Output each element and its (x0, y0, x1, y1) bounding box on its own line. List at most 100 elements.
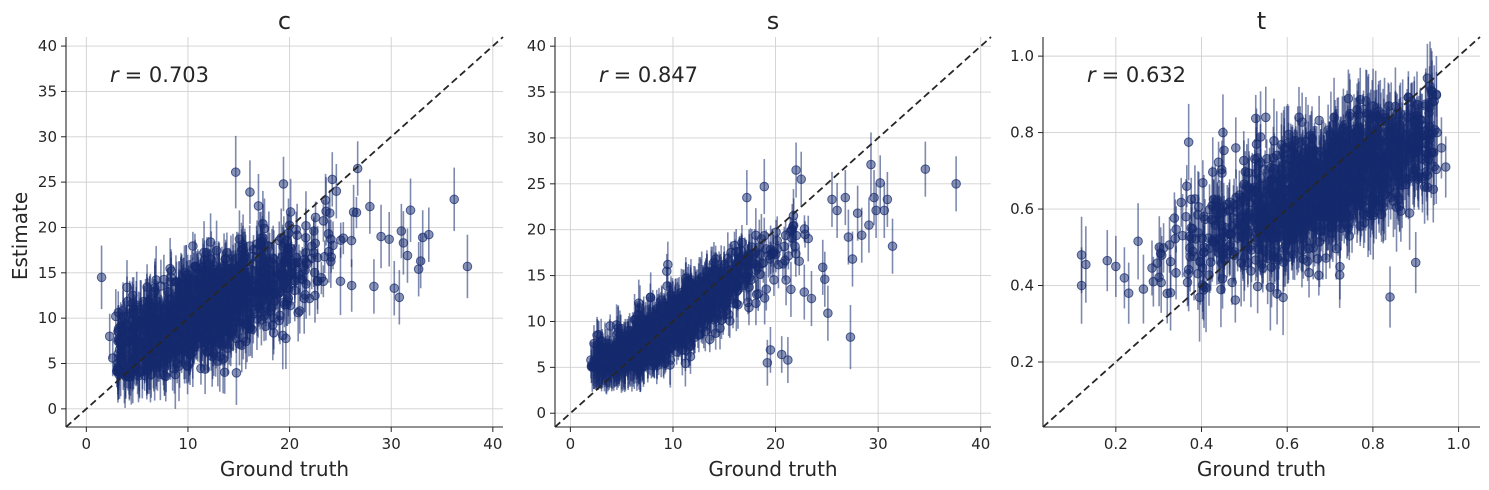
data-point (176, 337, 187, 347)
data-point (335, 276, 346, 287)
data-point (719, 260, 730, 271)
data-point (179, 281, 189, 291)
data-point (769, 275, 779, 285)
data-point (666, 300, 676, 310)
data-point (791, 165, 801, 175)
data-point (384, 234, 394, 245)
x-tick-label: 20 (280, 435, 299, 453)
data-point (376, 231, 386, 242)
data-point (827, 194, 837, 205)
data-point (279, 299, 290, 310)
data-point (131, 300, 142, 310)
data-point (887, 241, 898, 252)
data-point (751, 289, 762, 300)
data-point (177, 309, 188, 319)
data-point (251, 267, 261, 277)
data-point (725, 290, 735, 301)
data-point (163, 286, 173, 297)
data-point (843, 232, 854, 242)
data-point (866, 159, 876, 170)
data-point (104, 331, 115, 342)
data-point (237, 304, 248, 314)
data-point (166, 266, 177, 276)
data-point (206, 314, 217, 325)
data-point (200, 364, 210, 374)
data-point (160, 371, 171, 382)
data-point (413, 264, 424, 274)
axes: 0 10 20 30 40 0 5 10 15 20 25 30 35 40 (38, 37, 503, 453)
data-point (820, 274, 830, 285)
data-point (219, 296, 229, 306)
x-tick-label: 0 (82, 435, 92, 453)
data-point (605, 321, 615, 331)
data-point (230, 167, 241, 177)
identity-line (65, 36, 504, 428)
data-point (794, 256, 805, 267)
data-point (396, 226, 407, 236)
y-tick-label: 35 (38, 82, 57, 100)
data-point (708, 274, 718, 285)
data-point (301, 220, 311, 231)
data-point (449, 194, 460, 205)
data-point (310, 238, 321, 249)
data-point (424, 229, 434, 240)
data-point (864, 220, 874, 230)
data-point (840, 192, 851, 203)
correlation-label: r = 0.703 (110, 63, 209, 87)
data-point (663, 259, 673, 270)
data-point (96, 272, 107, 283)
y-tick-label: 0 (47, 400, 57, 418)
data-point (677, 317, 688, 327)
data-point (845, 332, 856, 342)
data-points (96, 135, 473, 409)
data-point (856, 230, 867, 241)
data-point (280, 251, 291, 262)
data-point (110, 311, 121, 322)
data-point (730, 269, 740, 280)
data-point (369, 281, 379, 292)
data-point (310, 212, 321, 223)
grid (66, 37, 503, 427)
data-point (783, 251, 794, 261)
data-point (294, 306, 305, 316)
x-tick-label: 40 (483, 435, 502, 453)
data-point (394, 292, 405, 303)
data-point (817, 262, 828, 273)
data-point (258, 307, 269, 317)
data-point (159, 362, 170, 373)
data-point (198, 294, 209, 304)
y-tick-label: 25 (38, 173, 57, 191)
x-axis-label: Ground truth (220, 457, 349, 481)
y-tick-label: 30 (38, 128, 57, 146)
data-point (346, 280, 357, 291)
data-point (788, 220, 799, 231)
data-point (245, 187, 255, 197)
data-point (405, 205, 416, 216)
data-point (710, 328, 721, 338)
data-point (415, 256, 426, 266)
data-point (157, 320, 168, 331)
data-point (634, 353, 645, 364)
data-point (152, 354, 163, 364)
data-point (229, 291, 240, 301)
data-point (151, 295, 162, 306)
data-point (211, 340, 221, 350)
data-point (882, 194, 893, 205)
r-symbol: r (110, 63, 120, 87)
panel-c: 0 10 20 30 40 0 5 10 15 20 25 30 35 40 c r = 0.703 Gro… (38, 7, 504, 481)
data-point (620, 331, 631, 342)
data-point (759, 181, 770, 192)
data-point (869, 192, 879, 203)
data-point (107, 353, 118, 363)
data-point (234, 234, 245, 244)
identity-line (65, 36, 504, 428)
data-point (325, 208, 335, 218)
data-point (184, 347, 194, 358)
data-point (170, 369, 181, 380)
data-point (847, 254, 858, 264)
data-point (761, 284, 772, 294)
y-axis-label: Estimate (8, 192, 32, 280)
data-point (783, 355, 793, 365)
data-point (231, 311, 242, 321)
